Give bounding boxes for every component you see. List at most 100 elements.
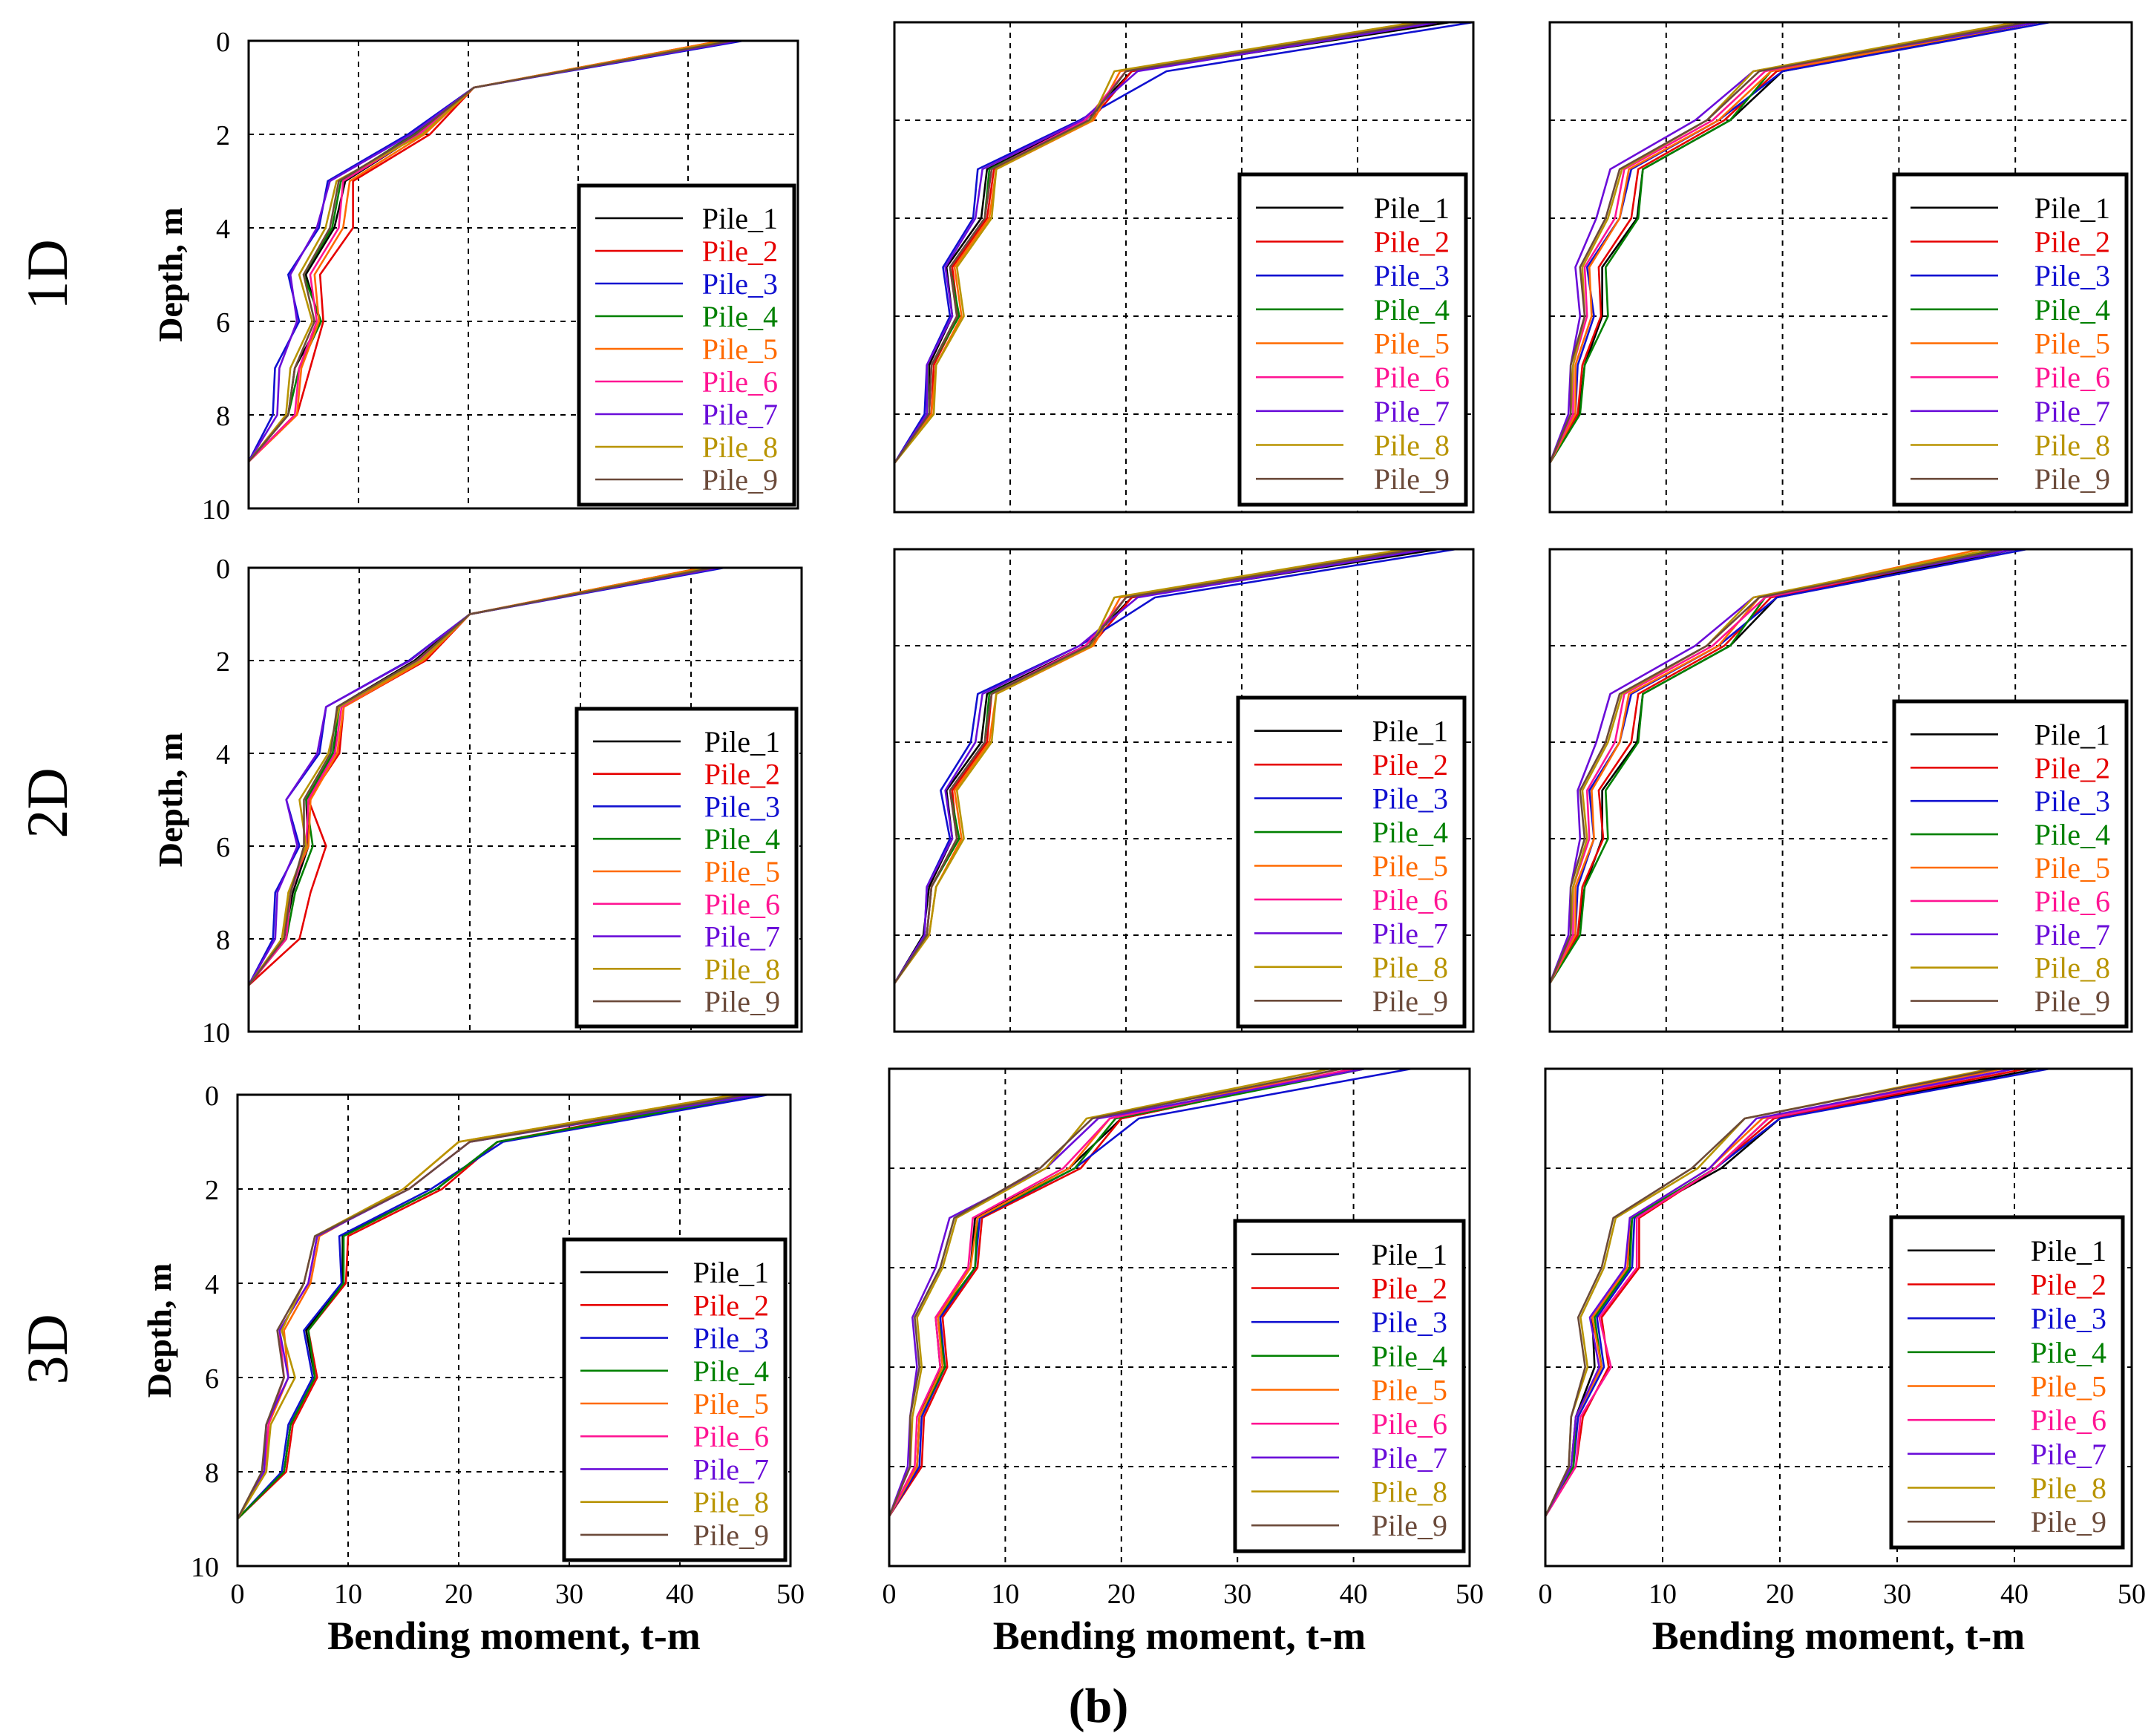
legend: Pile_1Pile_2Pile_3Pile_4Pile_5Pile_6Pile… [1889,1215,2125,1550]
series-line-pile-6 [888,1067,1354,1517]
x-tick-label: 30 [1223,1579,1251,1610]
legend-label-pile-1: Pile_1 [693,1256,769,1289]
legend-label-pile-2: Pile_2 [1374,226,1450,259]
y-axis-label: Depth, m [151,207,189,341]
x-tick-label: 20 [1766,1579,1794,1610]
legend-label-pile-3: Pile_3 [2034,259,2110,292]
panel-1D-c: Pile_1Pile_2Pile_3Pile_4Pile_5Pile_6Pile… [1548,21,2133,514]
legend-label-pile-6: Pile_6 [1372,883,1448,917]
series-line-pile-7 [893,21,1439,464]
legend-box [1236,695,1467,1029]
series-line-pile-9 [888,1067,1343,1517]
legend-box [1237,172,1468,507]
legend-label-pile-1: Pile_1 [1374,191,1450,225]
x-tick-label: 30 [1883,1579,1911,1610]
legend-label-pile-2: Pile_2 [704,758,780,791]
panel-3D-a: 0 2 4 6 8 10 Depth, m 0 10 20 30 40 50 Bending moment… [140,1081,805,1658]
series-line-pile-9 [236,1093,747,1520]
x-axis-label: Bending moment, t-m [993,1614,1366,1658]
series-line-pile-4 [1548,21,2016,464]
series-line-pile-9 [247,566,714,986]
legend-label-pile-9: Pile_9 [1372,984,1448,1018]
legend-label-pile-3: Pile_3 [2031,1302,2106,1335]
plot-frame [247,39,799,510]
legend-label-pile-6: Pile_6 [2034,885,2110,918]
legend-label-pile-7: Pile_7 [2034,395,2110,428]
x-tick-label: 0 [1539,1579,1553,1610]
plot-frame [1548,21,2133,514]
series-line-pile-2 [248,39,721,462]
plot-frame [1548,548,2133,1033]
plot-frame [893,21,1475,514]
series-line-pile-8 [1548,548,1993,984]
series-line-pile-7 [1544,1067,2015,1517]
series-line-pile-4 [1548,548,1998,984]
legend-label-pile-3: Pile_3 [1372,782,1448,816]
legend-label-pile-5: Pile_5 [1372,1374,1447,1407]
legend-label-pile-5: Pile_5 [693,1387,769,1421]
series-line-pile-8 [247,39,727,462]
y-tick-label: 8 [216,401,230,432]
y-tick-label: 0 [216,554,230,585]
y-tick-label: 4 [216,739,230,770]
legend-label-pile-8: Pile_8 [2031,1472,2106,1505]
legend-label-pile-2: Pile_2 [2034,751,2110,785]
x-axis-label: Bending moment, t-m [327,1614,700,1658]
series-line-pile-5 [1548,21,2039,464]
series-line-pile-2 [893,21,1439,464]
legend-label-pile-9: Pile_9 [1372,1509,1447,1542]
series-line-pile-2 [1544,1067,2027,1517]
plot-frame [888,1067,1471,1568]
legend-box [562,1237,788,1562]
legend-label-pile-5: Pile_5 [1372,850,1448,883]
series-line-pile-9 [1548,548,2004,984]
legend-label-pile-8: Pile_8 [1372,951,1448,984]
legend-label-pile-1: Pile_1 [2034,718,2110,751]
legend-label-pile-4: Pile_4 [702,300,778,333]
x-tick-label: 30 [555,1579,583,1610]
legend-label-pile-2: Pile_2 [1372,1272,1447,1306]
legend-label-pile-5: Pile_5 [2031,1370,2106,1403]
legend-label-pile-8: Pile_8 [1372,1475,1447,1509]
legend-label-pile-1: Pile_1 [704,725,780,759]
panel-2D-c: Pile_1Pile_2Pile_3Pile_4Pile_5Pile_6Pile… [1548,548,2133,1033]
legend-label-pile-9: Pile_9 [693,1519,769,1552]
legend-label-pile-5: Pile_5 [2034,327,2110,361]
legend-label-pile-6: Pile_6 [693,1420,769,1453]
legend-label-pile-3: Pile_3 [704,790,780,823]
series-line-pile-7 [247,39,738,462]
y-tick-label: 2 [216,646,230,678]
series-line-pile-6 [1548,548,2004,984]
series-line-pile-1 [1548,548,2016,984]
series-line-pile-9 [893,548,1416,984]
series-line-pile-5 [888,1067,1343,1517]
y-tick-label: 10 [202,1018,230,1049]
legend-label-pile-6: Pile_6 [2034,361,2110,394]
series-line-pile-9 [1544,1067,1997,1517]
panel-2D-b: Pile_1Pile_2Pile_3Pile_4Pile_5Pile_6Pile… [893,548,1475,1033]
y-tick-label: 2 [216,120,230,151]
legend-label-pile-4: Pile_4 [704,822,780,856]
x-tick-label: 40 [2000,1579,2029,1610]
plot-frame [236,1093,792,1568]
legend-label-pile-7: Pile_7 [693,1452,769,1486]
legend-label-pile-4: Pile_4 [1372,816,1448,849]
legend-label-pile-9: Pile_9 [2034,462,2110,496]
legend-label-pile-1: Pile_1 [2034,191,2110,225]
legend-box [1233,1219,1466,1553]
x-tick-label: 10 [991,1579,1019,1610]
legend-label-pile-8: Pile_8 [704,952,780,986]
y-tick-label: 6 [216,307,230,338]
x-tick-label: 0 [231,1579,245,1610]
legend-label-pile-1: Pile_1 [1372,1238,1447,1271]
y-tick-label: 0 [216,27,230,58]
series-line-pile-8 [247,566,708,986]
legend: Pile_1Pile_2Pile_3Pile_4Pile_5Pile_6Pile… [1892,172,2129,507]
legend-label-pile-4: Pile_4 [2034,293,2110,327]
legend-box [1892,172,2129,507]
legend-label-pile-7: Pile_7 [1372,917,1448,950]
plot-frame [247,566,803,1033]
legend-label-pile-6: Pile_6 [2031,1403,2106,1437]
